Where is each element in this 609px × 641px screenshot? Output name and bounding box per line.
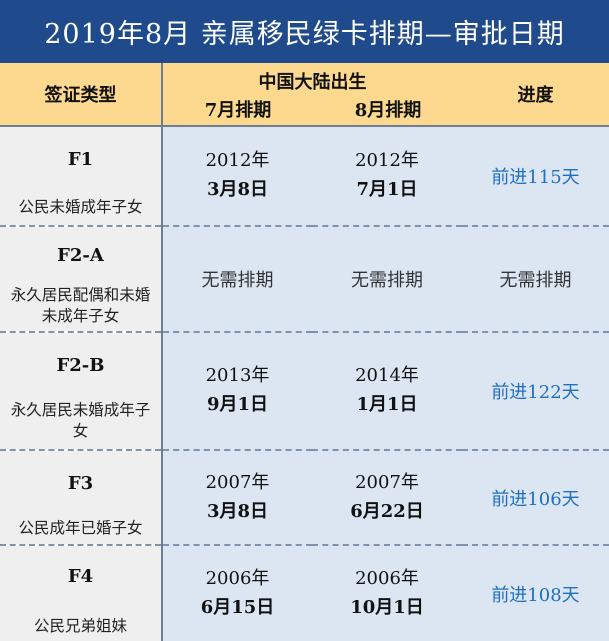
progress-cell: 无需排期 [462, 226, 609, 332]
july-month-day: 6月15日 [200, 596, 275, 618]
july-month-day: 3月8日 [206, 179, 269, 200]
header-august: 8月排期 [354, 100, 422, 121]
table-row-f4: F4 公民兄弟姐妹 2006年 6月15日 2006年 10月1日 前进108天 [0, 545, 609, 641]
visa-type-cell: F1 公民未婚成年子女 [0, 126, 163, 226]
header-row: 签证类型 中国大陆出生 7月排期 8月排期 进度 [0, 63, 609, 127]
visa-type-cell: F3 公民成年已婚子女 [0, 450, 163, 545]
august-no-wait: 无需排期 [351, 270, 423, 291]
page-title: 2019年8月 亲属移民绿卡排期—审批日期 [0, 0, 609, 63]
visa-code: F1 [67, 149, 94, 170]
august-year: 2014年 [355, 365, 419, 386]
august-month-day: 7月1日 [356, 179, 418, 200]
july-month-day: 9月1日 [206, 394, 269, 415]
visa-description: 永久居民配偶和未婚未成年子女 [10, 286, 151, 325]
progress-value: 前进106天 [491, 488, 580, 510]
july-date-cell: 无需排期 [162, 226, 312, 332]
august-date-cell: 2007年 6月22日 [312, 450, 462, 545]
progress-value: 无需排期 [499, 270, 572, 291]
progress-value: 前进115天 [491, 167, 580, 188]
visa-type-cell: F2-A 永久居民配偶和未婚未成年子女 [0, 226, 163, 332]
august-month-day: 6月22日 [350, 500, 424, 522]
visa-code: F2-B [56, 355, 105, 376]
august-date-cell: 2006年 10月1日 [312, 545, 462, 641]
july-year: 2013年 [205, 365, 270, 386]
july-date-cell: 2013年 9月1日 [162, 332, 312, 450]
august-year: 2007年 [355, 471, 419, 493]
visa-description: 永久居民未婚成年子女 [10, 401, 151, 440]
visa-code: F3 [67, 473, 94, 494]
header-region: 中国大陆出生 [258, 72, 367, 93]
august-date-cell: 无需排期 [312, 226, 462, 332]
august-year: 2012年 [355, 150, 419, 171]
july-date-cell: 2006年 6月15日 [162, 545, 312, 641]
visa-description: 公民未婚成年子女 [18, 198, 143, 216]
august-month-day: 10月1日 [350, 596, 424, 618]
august-date-cell: 2014年 1月1日 [312, 332, 462, 450]
table-row-f1: F1 公民未婚成年子女 2012年 3月8日 2012年 7月1日 前进115天 [0, 126, 609, 226]
progress-cell: 前进106天 [462, 450, 609, 545]
visa-bulletin-table: 签证类型 中国大陆出生 7月排期 8月排期 进度 F1 公民未婚成年子女 201… [0, 63, 609, 641]
table-row-f3: F3 公民成年已婚子女 2007年 3月8日 2007年 6月22日 前进106… [0, 450, 609, 545]
progress-cell: 前进115天 [462, 126, 609, 226]
august-year: 2006年 [355, 567, 419, 589]
july-year: 2012年 [205, 150, 270, 171]
august-date-cell: 2012年 7月1日 [312, 126, 462, 226]
header-china-mainland: 中国大陆出生 7月排期 8月排期 [162, 63, 462, 127]
july-date-cell: 2012年 3月8日 [162, 126, 312, 226]
july-month-day: 3月8日 [206, 500, 269, 522]
visa-description: 公民兄弟姐妹 [33, 617, 127, 635]
july-date-cell: 2007年 3月8日 [162, 450, 312, 545]
progress-cell: 前进122天 [462, 332, 609, 450]
visa-description: 公民成年已婚子女 [18, 519, 143, 537]
july-no-wait: 无需排期 [201, 270, 274, 291]
visa-code: F2-A [57, 245, 104, 266]
august-month-day: 1月1日 [356, 394, 418, 415]
header-progress: 进度 [462, 63, 609, 127]
progress-cell: 前进108天 [462, 545, 609, 641]
visa-type-cell: F4 公民兄弟姐妹 [0, 545, 163, 641]
header-july: 7月排期 [204, 100, 272, 121]
table-row-f2b: F2-B 永久居民未婚成年子女 2013年 9月1日 2014年 1月1日 前进… [0, 332, 609, 450]
progress-value: 前进122天 [491, 382, 580, 403]
progress-value: 前进108天 [491, 584, 580, 606]
visa-code: F4 [67, 566, 94, 587]
page-title-text: 2019年8月 亲属移民绿卡排期—审批日期 [44, 19, 565, 50]
july-year: 2006年 [205, 567, 270, 589]
table-row-f2a: F2-A 永久居民配偶和未婚未成年子女 无需排期 无需排期 无需排期 [0, 226, 609, 332]
july-year: 2007年 [205, 471, 270, 493]
header-visa-type: 签证类型 [0, 63, 163, 127]
visa-type-cell: F2-B 永久居民未婚成年子女 [0, 332, 163, 450]
